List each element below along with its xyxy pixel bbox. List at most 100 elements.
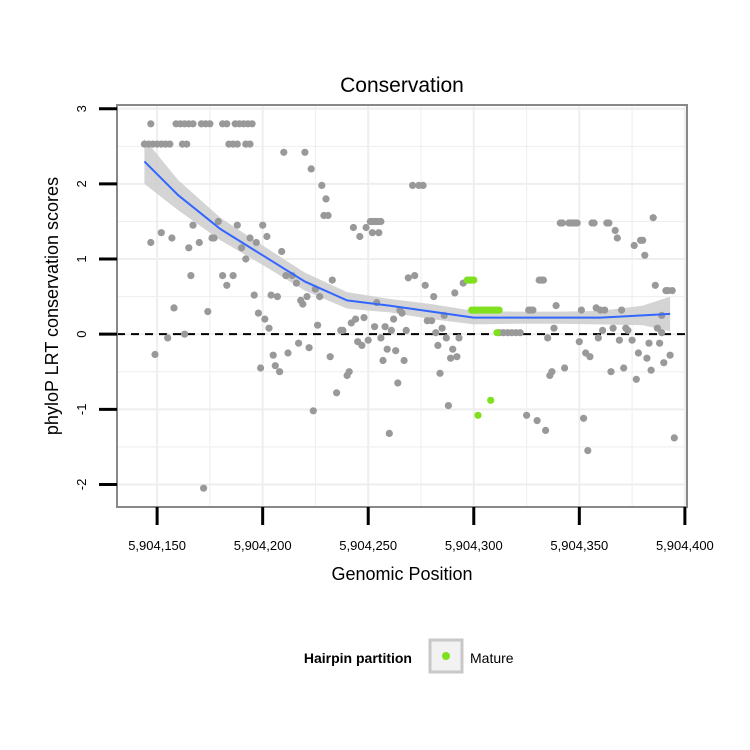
point-hairpin [542,426,550,434]
point-hairpin [368,229,376,237]
point-hairpin [345,368,353,376]
point-hairpin [394,379,402,387]
point-hairpin [200,484,208,492]
point-hairpin [392,347,400,355]
point-hairpin [609,324,617,332]
point-hairpin [273,293,281,301]
point-hairpin [364,336,372,344]
point-hairpin [183,140,191,148]
legend-key-mature [442,652,450,660]
point-hairpin [379,356,387,365]
point-mature [487,396,495,404]
plot-panel [116,104,688,508]
point-hairpin [265,324,273,332]
point-hairpin [147,238,155,247]
point-hairpin [324,211,332,220]
point-hairpin [544,334,552,342]
y-axis-title: phyloP LRT conservation scores [42,177,62,435]
point-hairpin [577,306,586,314]
legend-label-mature: Mature [470,650,514,666]
point-hairpin [421,281,429,289]
point-hairpin [668,287,676,295]
point-hairpin [223,120,231,128]
point-hairpin [362,223,370,232]
point-hairpin [548,368,556,376]
point-hairpin [233,221,241,229]
point-hairpin [292,279,300,287]
point-hairpin [419,181,427,189]
confidence-band [144,138,671,332]
point-hairpin [257,364,265,372]
point-hairpin [316,293,324,301]
point-hairpin [558,219,567,227]
point-hairpin [442,334,450,342]
point-hairpin [349,223,357,232]
x-tick-label: 5,904,150 [128,538,186,553]
point-hairpin [328,276,336,284]
point-hairpin [166,140,174,148]
point-hairpin [550,324,558,332]
point-hairpin [314,321,322,329]
point-hairpin [630,241,638,250]
point-hairpin [280,148,288,156]
point-hairpin [219,272,227,280]
point-hairpin [307,165,315,173]
point-mature [474,411,482,419]
point-hairpin [267,291,275,299]
point-hairpin [204,308,212,316]
point-hairpin [248,120,256,128]
point-hairpin [303,293,311,301]
point-hairpin [151,350,159,359]
point-hairpin [409,181,417,189]
point-mature [493,329,501,337]
point-hairpin [254,309,262,317]
point-hairpin [371,323,379,331]
point-hairpin [428,317,436,325]
point-hairpin [660,359,668,367]
point-hairpin [309,407,317,415]
point-hairpin [432,329,440,337]
point-hairpin [447,354,455,362]
point-hairpin [573,219,581,227]
point-hairpin [552,302,560,310]
point-hairpin [377,217,385,226]
point-hairpin [584,447,592,455]
point-hairpin [523,411,531,419]
y-tick-label: -2 [74,479,89,491]
point-hairpin [398,309,406,317]
point-hairpin [233,140,241,148]
point-hairpin [276,368,284,376]
point-hairpin [645,339,653,347]
point-hairpin [561,364,569,372]
point-hairpin [168,234,176,242]
point-hairpin [318,181,326,189]
panel-border [116,104,688,508]
gridlines [117,105,687,507]
point-hairpin [189,221,197,229]
legend-title: Hairpin partition [304,650,412,666]
x-tick-label: 5,904,400 [656,538,714,553]
point-hairpin [387,326,395,334]
point-hairpin [641,251,649,259]
point-hairpin [624,326,632,334]
point-hairpin [449,345,457,353]
point-hairpin [375,229,383,237]
point-hairpin [164,334,172,342]
point-hairpin [246,234,254,242]
point-hairpin [229,272,237,280]
legend: Hairpin partition Mature [304,638,514,674]
point-hairpin [377,334,385,342]
y-tick-label: 0 [74,331,89,338]
point-hairpin [326,353,334,361]
point-hairpin [252,238,260,247]
point-hairpin [586,353,594,361]
data-points [140,120,678,492]
point-hairpin [653,324,662,332]
point-hairpin [438,324,446,332]
point-hairpin [187,272,195,280]
point-mature [495,306,503,314]
point-mature [470,276,478,284]
point-hairpin [575,338,583,346]
y-tick-label: -1 [74,404,89,416]
point-hairpin [301,148,309,156]
